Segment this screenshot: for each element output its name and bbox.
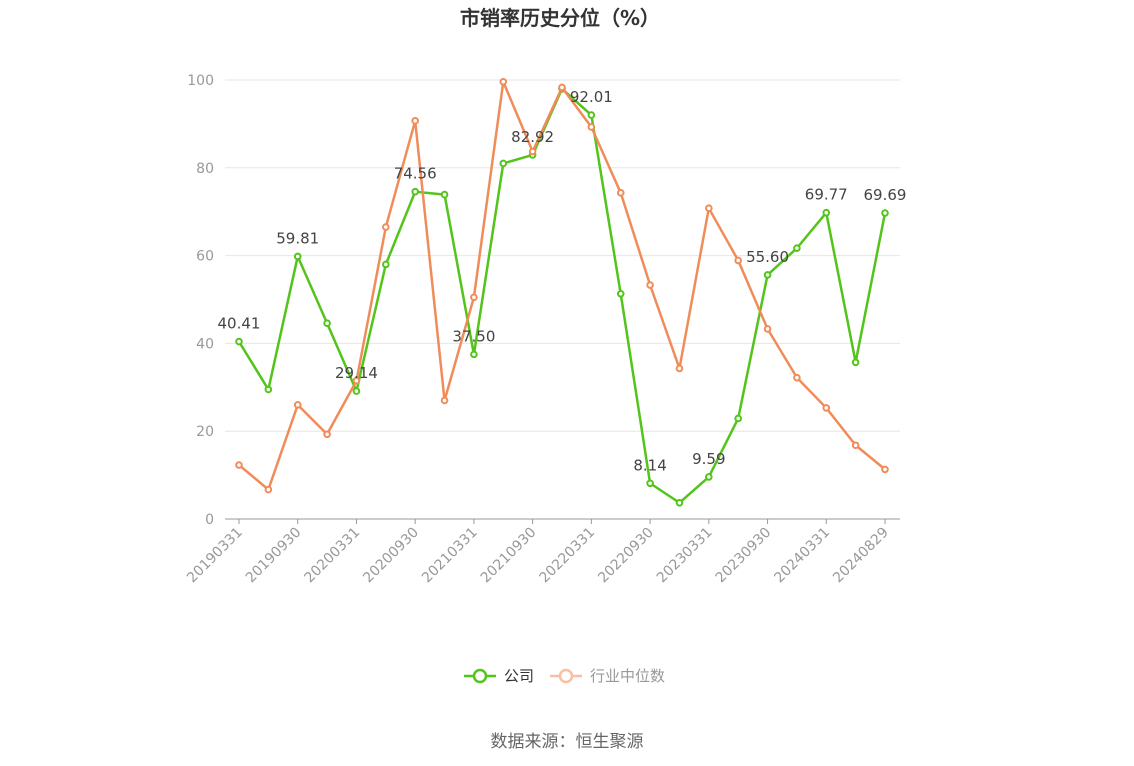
x-tick-label: 20210331 bbox=[419, 525, 481, 587]
series-0-point bbox=[264, 385, 273, 394]
series-1-point bbox=[558, 83, 566, 92]
axes: 0 20 40 60 80 100 2019033120190930202003312020… bbox=[184, 73, 900, 586]
data-label: 9.59 bbox=[692, 450, 725, 468]
x-tick-label: 20220331 bbox=[536, 525, 598, 587]
series-0-point bbox=[382, 260, 390, 269]
series-1-point bbox=[822, 404, 831, 412]
series-line-0 bbox=[237, 87, 887, 505]
legend[interactable]: 公司 行业中位数 bbox=[464, 667, 665, 685]
series-0-point bbox=[352, 387, 361, 395]
series-0-point bbox=[616, 289, 625, 298]
data-label: 92.01 bbox=[570, 88, 613, 106]
series-0-point bbox=[646, 479, 654, 488]
series-1-point bbox=[705, 204, 713, 212]
x-tick-label: 20220930 bbox=[595, 525, 657, 587]
series-line-1 bbox=[238, 80, 886, 491]
series-1-point bbox=[793, 373, 801, 382]
x-tick-label: 20240331 bbox=[771, 525, 833, 587]
series-1-point bbox=[734, 256, 742, 265]
x-tick-label: 20200930 bbox=[360, 525, 422, 587]
data-label: 29.14 bbox=[335, 364, 378, 382]
series-1-point bbox=[646, 281, 654, 289]
data-label: 55.60 bbox=[746, 248, 789, 266]
series-1-point bbox=[411, 117, 419, 125]
x-tick-label: 20230930 bbox=[713, 525, 775, 587]
series-1-point bbox=[235, 461, 243, 469]
data-label: 69.69 bbox=[864, 186, 907, 204]
series-1-point bbox=[382, 223, 390, 231]
legend-marker bbox=[472, 668, 488, 684]
series bbox=[235, 77, 889, 507]
series-1-point bbox=[528, 147, 537, 156]
series-0-point bbox=[293, 252, 302, 261]
series-0-point bbox=[323, 319, 331, 328]
legend-label: 行业中位数 bbox=[590, 667, 665, 685]
data-label: 37.50 bbox=[452, 327, 495, 345]
legend-label: 公司 bbox=[504, 667, 534, 685]
series-1-point bbox=[323, 430, 331, 439]
data-label: 82.92 bbox=[511, 128, 554, 146]
data-label: 74.56 bbox=[394, 165, 437, 183]
y-tick-label: 100 bbox=[187, 73, 214, 89]
x-tick-label: 20190331 bbox=[184, 525, 246, 587]
series-0-point bbox=[235, 337, 243, 346]
series-0-point bbox=[763, 271, 772, 279]
data-label: 59.81 bbox=[276, 229, 319, 247]
series-1-point bbox=[440, 396, 449, 405]
grid bbox=[225, 79, 900, 432]
y-tick-label: 0 bbox=[205, 512, 214, 528]
series-1-point bbox=[587, 123, 596, 131]
series-0-point bbox=[675, 498, 684, 507]
x-tick-label: 20240829 bbox=[830, 525, 892, 587]
y-tick-label: 80 bbox=[196, 161, 214, 177]
x-tick-label: 20230331 bbox=[654, 525, 716, 587]
x-tick-label: 20210930 bbox=[478, 525, 540, 587]
y-tick-label: 20 bbox=[196, 424, 214, 440]
legend-item-0[interactable]: 公司 bbox=[464, 667, 534, 685]
legend-marker bbox=[558, 668, 574, 684]
series-1-point bbox=[851, 441, 860, 450]
series-1-point bbox=[264, 485, 273, 494]
data-source: 数据来源：恒生聚源 bbox=[491, 732, 644, 752]
series-0-point bbox=[822, 208, 831, 217]
x-tick-label: 20190930 bbox=[243, 525, 305, 587]
series-1-point bbox=[470, 293, 478, 302]
x-tick-label: 20200331 bbox=[302, 525, 364, 587]
data-labels: 40.41 59.81 29.14 74.56 37.50 82.92 92.01 8.14 9… bbox=[218, 88, 907, 474]
y-tick-label: 60 bbox=[196, 249, 214, 265]
series-0-point bbox=[587, 111, 596, 119]
data-label: 40.41 bbox=[218, 315, 261, 333]
series-1-point bbox=[352, 376, 361, 385]
legend-item-1[interactable]: 行业中位数 bbox=[550, 667, 665, 685]
series-0-point bbox=[851, 358, 860, 367]
series-0-point bbox=[734, 414, 742, 423]
series-0-point bbox=[470, 350, 478, 359]
y-tick-label: 40 bbox=[196, 336, 214, 352]
series-1-point bbox=[499, 77, 508, 86]
series-0-point bbox=[793, 244, 801, 252]
data-label: 8.14 bbox=[633, 456, 666, 474]
data-label: 69.77 bbox=[805, 186, 848, 204]
series-0-point bbox=[705, 473, 713, 481]
series-1-point bbox=[763, 325, 772, 333]
series-0-point bbox=[411, 187, 419, 196]
chart-title: 市销率历史分位（%） bbox=[460, 6, 660, 30]
series-1-point bbox=[675, 364, 684, 373]
series-1-point bbox=[616, 189, 625, 197]
series-0-point bbox=[881, 209, 889, 217]
series-1-point bbox=[881, 465, 889, 474]
series-0-point bbox=[499, 159, 508, 168]
series-0-point bbox=[440, 190, 449, 199]
series-1-point bbox=[293, 401, 302, 409]
